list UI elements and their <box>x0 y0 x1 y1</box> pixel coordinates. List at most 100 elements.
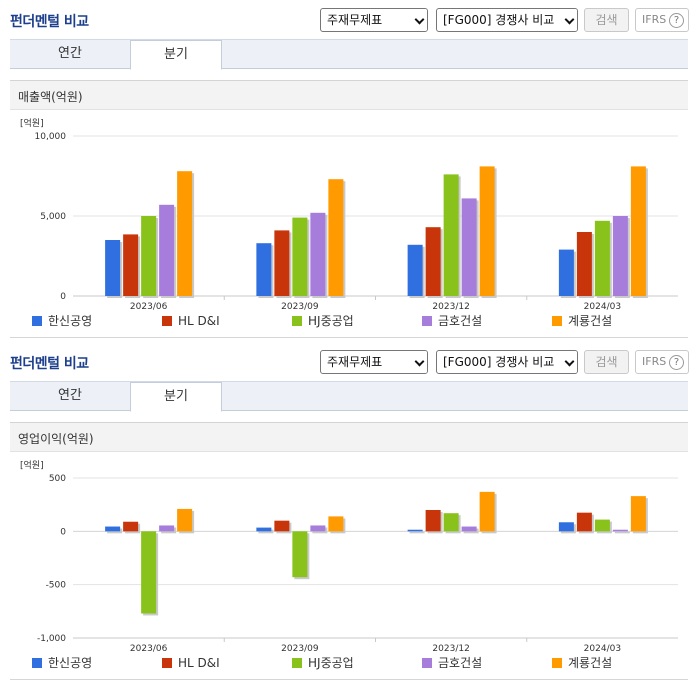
bar[interactable] <box>256 243 272 296</box>
comparison-group-select[interactable]: [FG000] 경쟁사 비교 <box>436 8 578 32</box>
bar[interactable] <box>612 529 628 532</box>
bar[interactable] <box>141 216 157 296</box>
panel-title: 펀더멘털 비교 <box>10 356 89 372</box>
y-tick-label: 500 <box>49 474 66 484</box>
bar[interactable] <box>328 179 344 296</box>
fundamental-panel-operating-profit: 펀더멘털 비교 주재무제표 [FG000] 경쟁사 비교 검색 IFRS ? 연… <box>0 342 696 684</box>
bar[interactable] <box>310 212 326 296</box>
y-tick-label: 0 <box>60 292 66 302</box>
bar[interactable] <box>576 512 592 532</box>
bar[interactable] <box>328 516 344 532</box>
bar[interactable] <box>105 526 121 532</box>
bar[interactable] <box>425 510 441 532</box>
legend-item[interactable]: HL D&I <box>162 313 220 329</box>
bar[interactable] <box>630 166 646 296</box>
x-tick-label: 2024/03 <box>584 302 621 312</box>
bar-shadow <box>614 531 630 534</box>
legend-item[interactable]: 한신공영 <box>32 313 92 329</box>
bar[interactable] <box>141 531 157 614</box>
legend-swatch <box>32 658 42 668</box>
bar[interactable] <box>105 240 121 296</box>
bar[interactable] <box>123 521 139 532</box>
y-tick-label: -1,000 <box>37 634 66 644</box>
bar[interactable] <box>461 526 477 532</box>
legend-item[interactable]: 한신공영 <box>32 655 92 671</box>
sales-bar-chart: [억원] 0 5,000 10,000 2023/06 2023/09 2023/12 202… <box>20 117 678 312</box>
bar[interactable] <box>292 217 308 296</box>
chevron-down-icon <box>559 9 577 31</box>
tab-quarterly[interactable]: 분기 <box>130 40 222 70</box>
operating-profit-bar-chart: [억원] -1,000 -500 0 500 2023/06 2023/09 2023/12 2… <box>20 459 678 654</box>
legend-item[interactable]: HL D&I <box>162 655 220 671</box>
legend-item[interactable]: 금호건설 <box>422 313 482 329</box>
bar-shadow <box>409 531 425 534</box>
tab-annual[interactable]: 연간 <box>58 388 82 403</box>
legend-swatch <box>422 658 432 668</box>
bar[interactable] <box>159 204 175 296</box>
statement-type-value: 주재무제표 <box>327 355 383 369</box>
legend-item[interactable]: 계룡건설 <box>552 313 612 329</box>
bar[interactable] <box>256 527 272 532</box>
tab-quarterly[interactable]: 분기 <box>130 382 222 412</box>
question-icon: ? <box>669 13 684 28</box>
x-tick-label: 2024/03 <box>584 644 621 654</box>
statement-type-select[interactable]: 주재무제표 <box>320 350 428 374</box>
comparison-group-value: [FG000] 경쟁사 비교 <box>443 13 555 27</box>
bar[interactable] <box>443 174 459 296</box>
bar[interactable] <box>177 508 193 532</box>
statement-type-select[interactable]: 주재무제표 <box>320 8 428 32</box>
legend-label: 금호건설 <box>438 656 483 670</box>
bar[interactable] <box>576 232 592 296</box>
ifrs-help-button[interactable]: IFRS ? <box>635 8 689 32</box>
bar[interactable] <box>558 249 574 296</box>
legend-label: HJ중공업 <box>308 656 354 670</box>
section-title: 영업이익(억원) <box>18 432 94 446</box>
bar[interactable] <box>407 244 423 296</box>
legend-label: HJ중공업 <box>308 314 354 328</box>
search-button[interactable]: 검색 <box>584 8 629 32</box>
chevron-down-icon <box>409 351 427 373</box>
legend-swatch <box>292 316 302 326</box>
bar[interactable] <box>443 513 459 532</box>
ifrs-help-button[interactable]: IFRS ? <box>635 350 689 374</box>
legend-label: 금호건설 <box>438 314 483 328</box>
bar[interactable] <box>479 166 495 296</box>
divider <box>10 337 688 338</box>
x-tick-label: 2023/12 <box>432 644 469 654</box>
x-tick-label: 2023/12 <box>432 302 469 312</box>
legend-swatch <box>552 316 562 326</box>
bar[interactable] <box>292 531 308 578</box>
bar[interactable] <box>630 496 646 532</box>
statement-type-value: 주재무제표 <box>327 13 383 27</box>
bar[interactable] <box>461 198 477 296</box>
y-tick-label: -500 <box>46 581 67 591</box>
bar[interactable] <box>123 234 139 296</box>
bar[interactable] <box>274 230 290 296</box>
question-icon: ? <box>669 355 684 370</box>
bar[interactable] <box>425 227 441 296</box>
bar[interactable] <box>612 216 628 296</box>
bar[interactable] <box>594 519 610 532</box>
tab-annual[interactable]: 연간 <box>58 46 82 61</box>
comparison-group-select[interactable]: [FG000] 경쟁사 비교 <box>436 350 578 374</box>
legend-item[interactable]: 금호건설 <box>422 655 482 671</box>
bar[interactable] <box>407 529 423 532</box>
legend-item[interactable]: HJ중공업 <box>292 313 354 329</box>
legend-swatch <box>422 316 432 326</box>
x-tick-label: 2023/06 <box>130 302 168 312</box>
ifrs-label: IFRS <box>642 355 667 368</box>
bar[interactable] <box>177 171 193 296</box>
bar[interactable] <box>274 520 290 532</box>
legend-item[interactable]: 계룡건설 <box>552 655 612 671</box>
search-button[interactable]: 검색 <box>584 350 629 374</box>
legend-item[interactable]: HJ중공업 <box>292 655 354 671</box>
bar[interactable] <box>594 220 610 296</box>
bar[interactable] <box>479 491 495 532</box>
period-tabs: 연간 분기 <box>10 39 688 70</box>
bar[interactable] <box>159 525 175 532</box>
bar[interactable] <box>310 525 326 532</box>
unit-label: [억원] <box>20 459 44 471</box>
period-tabs: 연간 분기 <box>10 381 688 412</box>
bar[interactable] <box>558 522 574 532</box>
legend-swatch <box>32 316 42 326</box>
